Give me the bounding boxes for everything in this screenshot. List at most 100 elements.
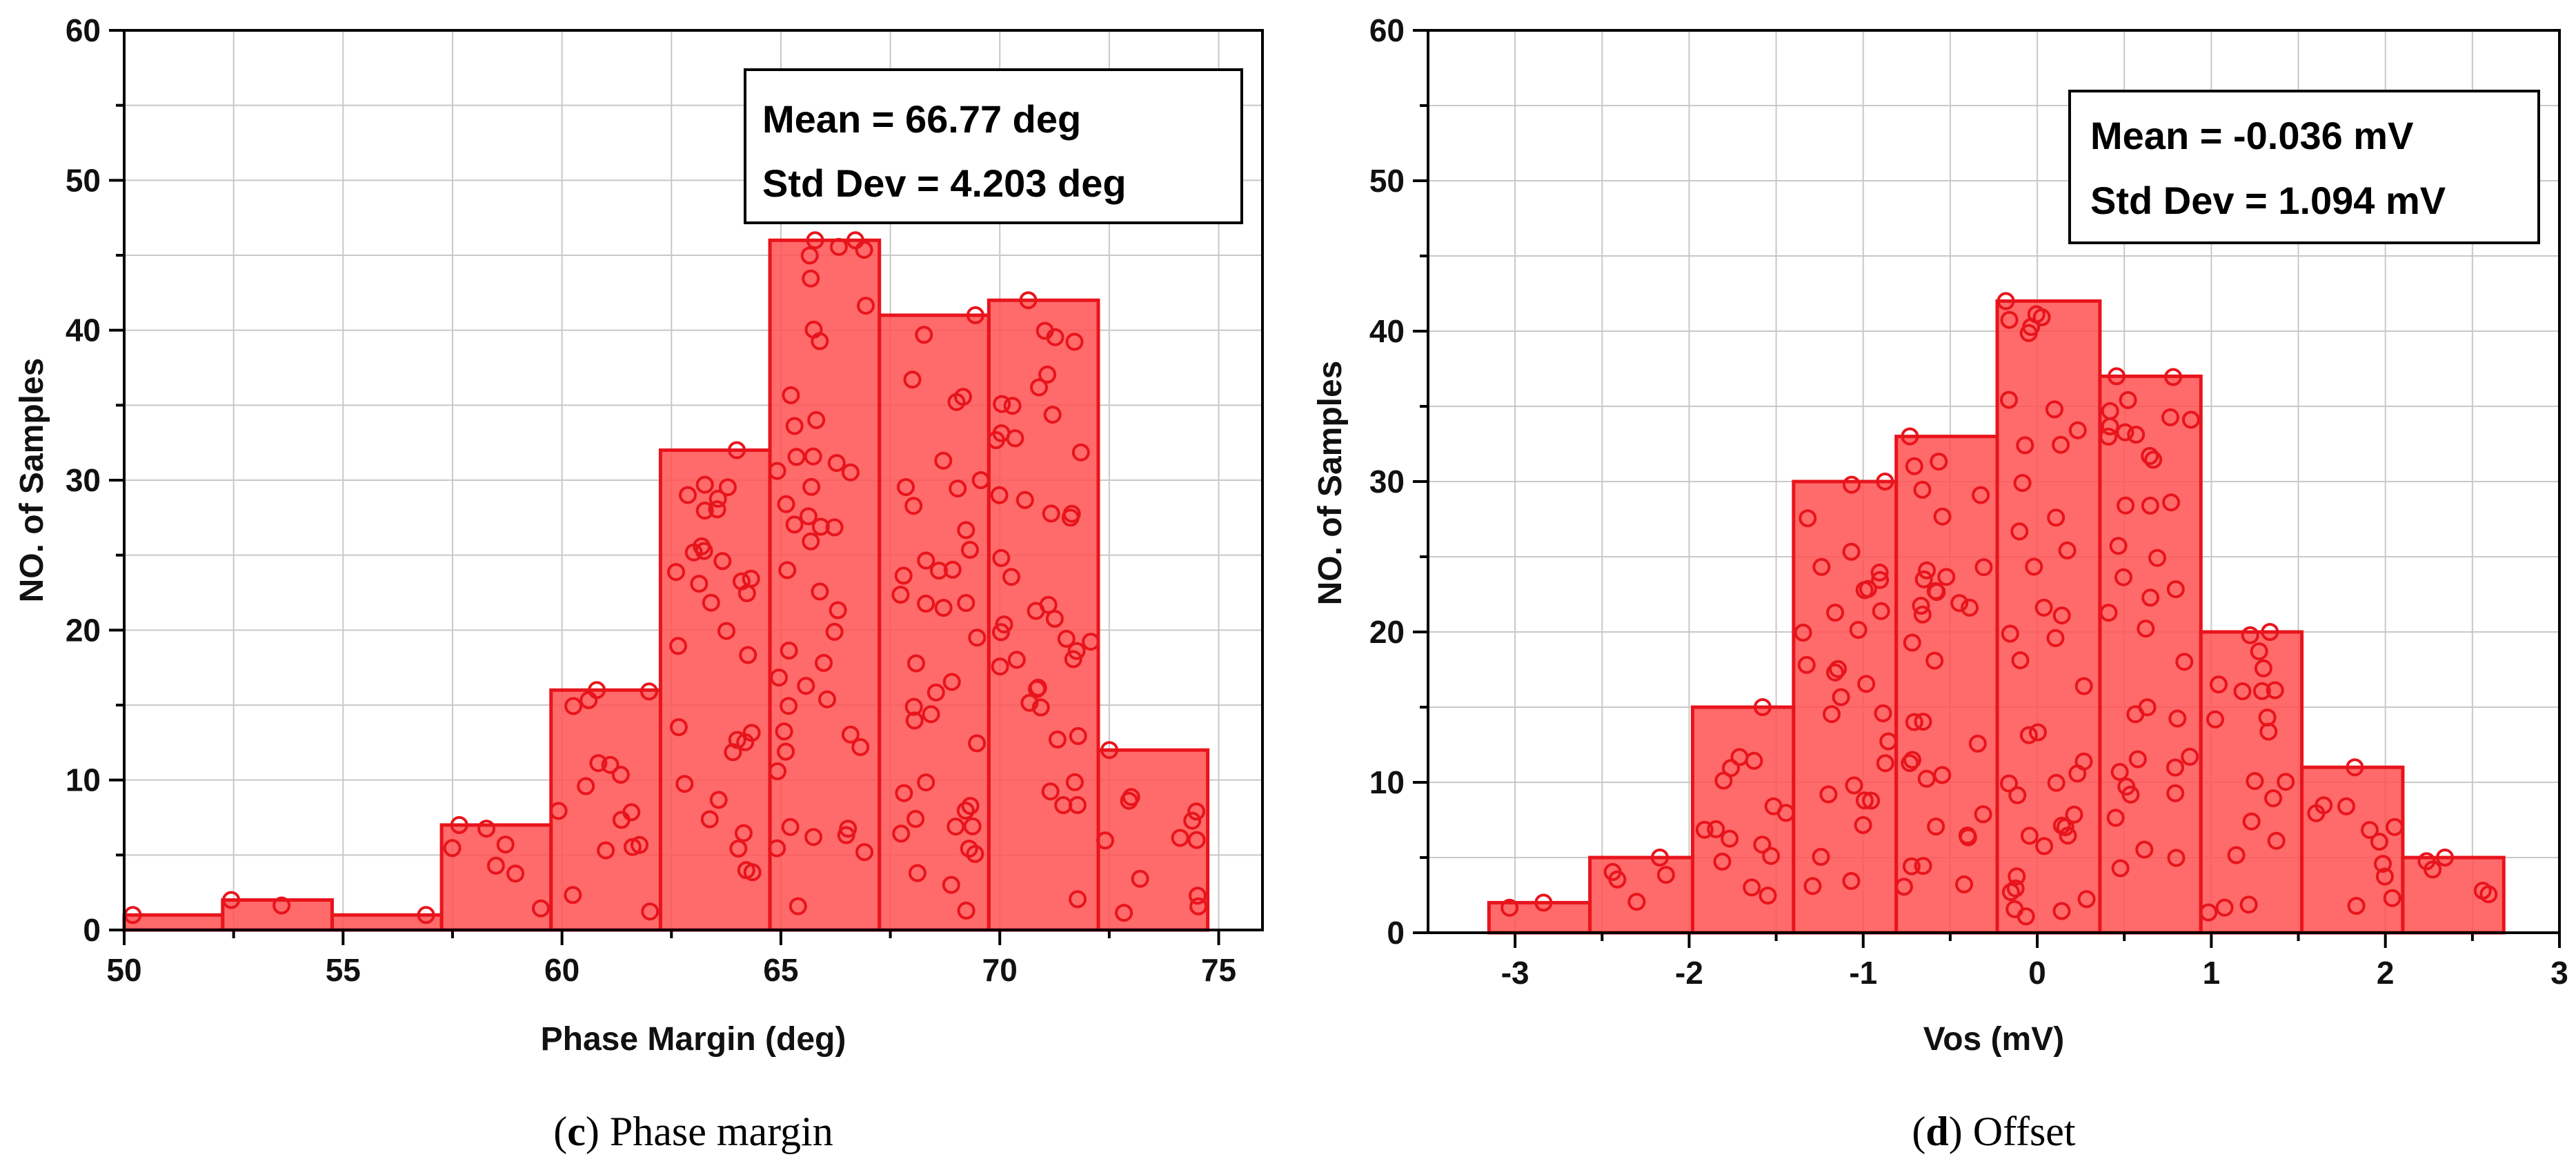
phase-margin-sample-point [417,906,435,924]
phase-margin-sample-point [1041,782,1060,801]
offset-sample-point [2346,758,2364,777]
phase-margin-sample-point [768,462,786,480]
phase-margin-sample-point [815,653,833,672]
offset-sample-point [1974,805,1992,824]
phase-margin-sample-point [892,824,911,843]
phase-margin-sample-point [640,682,658,701]
phase-margin-points [123,231,1208,924]
offset-sample-point [1855,581,1874,600]
offset-sample-point [2106,809,2125,827]
offset-sample-point [2166,580,2185,599]
offset-bar [1691,705,1796,935]
offset-sample-point [1799,509,1817,528]
offset-x-tick-label: 2 [2377,955,2395,991]
phase-margin-sample-point [891,586,910,604]
phase-margin-sample-point [1131,869,1149,888]
offset-sample-point [1862,791,1881,810]
phase-margin-sample-point [804,320,823,339]
offset-sample-point [1872,602,1890,620]
offset-sample-point [2116,423,2134,442]
phase-margin-sample-point [966,844,984,863]
offset-sample-point [1918,561,1936,580]
phase-margin-sample-point [841,725,860,744]
offset-sample-point [2047,773,2065,792]
phase-margin-sample-point [1082,633,1100,651]
phase-margin-sample-point [818,690,836,709]
offset-sample-point [1901,427,1919,446]
offset-sample-point [2074,677,2093,695]
offset-sample-point [2239,895,2258,914]
phase-margin-sample-point [532,899,550,918]
phase-margin-panel: 50 55 60 65 70 75 0 10 20 30 40 50 60 Phase Margin (… [14,12,1264,1154]
offset-sample-point [2013,474,2032,492]
offset-sample-point [2141,496,2159,515]
offset-sample-point [2000,774,2018,793]
offset-sample-point [1843,475,1861,494]
offset-sample-point [2016,436,2034,455]
offset-sample-point [1534,893,1553,912]
phase-margin-sample-point [917,551,935,570]
offset-sample-point [1959,828,1977,847]
offset-sample-point [1961,598,1979,617]
phase-margin-sample-point [802,532,820,551]
offset-sample-point [2233,682,2252,700]
offset-sample-point [1933,507,1952,526]
phase-margin-sample-point [908,864,927,882]
phase-margin-sample-point [669,637,687,655]
offset-sample-point [2167,849,2186,867]
offset-ticks [1413,29,2561,948]
phase-margin-sample-point [934,599,953,617]
offset-sample-point [1914,570,1933,588]
phase-margin-x-tick-label: 60 [544,952,579,988]
phase-margin-sample-point [1067,642,1086,660]
offset-sample-point [2000,390,2018,409]
offset-sample-point [2065,805,2083,824]
offset-sample-point [2035,837,2054,855]
offset-sample-point [1826,604,1845,622]
phase-margin-sample-point [729,840,748,858]
offset-x-axis-title: Vos (mV) [1923,1021,2064,1058]
offset-sample-point [2347,897,2366,915]
offset-sample-point [1912,597,1930,615]
phase-margin-sample-point [927,683,945,702]
phase-margin-sample-point [957,521,975,540]
phase-margin-sample-point [991,657,1009,676]
phase-margin-sample-point [906,810,925,828]
phase-margin-sample-point [922,705,940,724]
phase-margin-sample-point [968,734,987,753]
offset-sample-point [1913,605,1932,624]
offset-bar [1894,435,1999,935]
offset-bar [1487,900,1592,935]
phase-margin-sample-point [807,410,826,429]
phase-margin-sample-point [1187,831,1206,849]
phase-margin-y-axis-title: NO. of Samples [14,358,50,603]
offset-sample-point [2254,659,2272,677]
phase-margin-sample-point [904,497,923,515]
offset-points [1500,292,2498,926]
offset-sample-point [1968,734,1987,753]
offset-y-tick-label: 10 [1369,764,1405,800]
offset-sample-point [1955,875,1973,893]
phase-margin-sample-point [713,552,732,571]
offset-caption-text: Offset [1973,1109,2076,1154]
phase-margin-sample-point [623,838,642,856]
phase-margin-sample-point [1064,650,1082,669]
offset-sample-point [1874,704,1892,722]
phase-margin-sample-point [797,677,815,695]
phase-margin-sample-point [1115,904,1133,922]
offset-sample-point [1917,769,1936,788]
offset-sample-point [2108,367,2126,386]
phase-margin-sample-point [589,754,608,773]
offset-sample-point [1950,594,1969,613]
phase-margin-sample-point [679,486,697,504]
offset-sample-point [1826,663,1844,682]
phase-margin-sample-point [443,839,462,858]
offset-sample-point [2246,772,2264,791]
offset-sample-point [1819,785,1838,804]
offset-sample-point [1842,872,1861,890]
phase-margin-sample-point [1015,491,1034,509]
offset-sample-point [1854,815,1872,834]
offset-sample-point [1829,660,1847,678]
phase-margin-y-tick-label: 40 [66,313,101,348]
